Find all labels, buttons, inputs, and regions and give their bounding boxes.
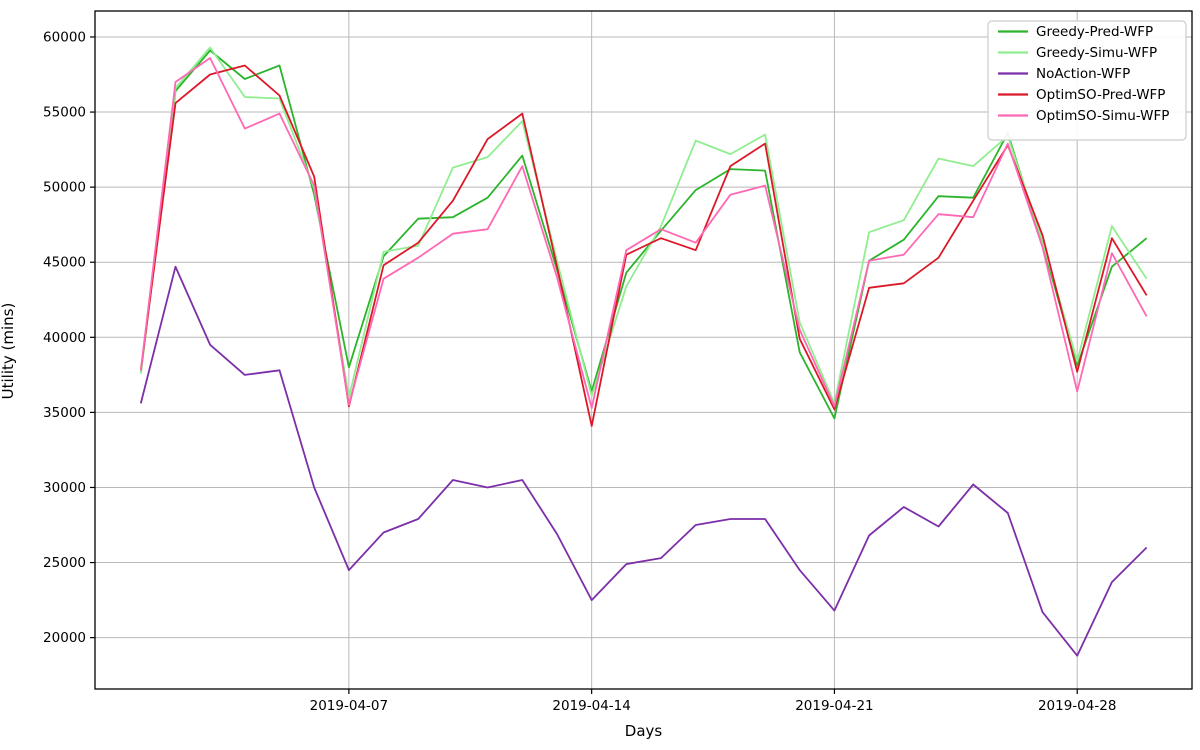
y-tick-label: 60000: [43, 29, 86, 45]
axes-frame: [94, 10, 1193, 690]
legend-label: OptimSO-Pred-WFP: [1036, 87, 1165, 103]
y-tick-label: 50000: [43, 180, 86, 196]
legend-label: OptimSO-Simu-WFP: [1036, 108, 1169, 124]
x-tick-label: 2019-04-07: [310, 698, 388, 714]
y-axis-label: Utility (mins): [0, 302, 17, 400]
x-tick-label: 2019-04-21: [795, 698, 873, 714]
y-tick-label: 45000: [43, 255, 86, 271]
y-tick-label: 25000: [43, 555, 86, 571]
y-tick-label: 20000: [43, 630, 86, 646]
legend-label: Greedy-Simu-WFP: [1036, 45, 1157, 61]
y-tick-label: 35000: [43, 405, 86, 421]
series-line-OptimSO-Pred-WFP: [139, 64, 1148, 427]
legend-label: NoAction-WFP: [1036, 66, 1130, 82]
y-tick-label: 55000: [43, 105, 86, 121]
series-line-NoAction-WFP: [139, 265, 1148, 657]
x-tick-label: 2019-04-28: [1038, 698, 1116, 714]
x-axis-label: Days: [624, 722, 663, 740]
legend-label: Greedy-Pred-WFP: [1036, 24, 1153, 40]
y-tick-label: 30000: [43, 480, 86, 496]
x-tick-label: 2019-04-14: [552, 698, 630, 714]
legend-box: [987, 20, 1187, 141]
y-tick-label: 40000: [43, 330, 86, 346]
series-line-OptimSO-Simu-WFP: [139, 57, 1148, 409]
